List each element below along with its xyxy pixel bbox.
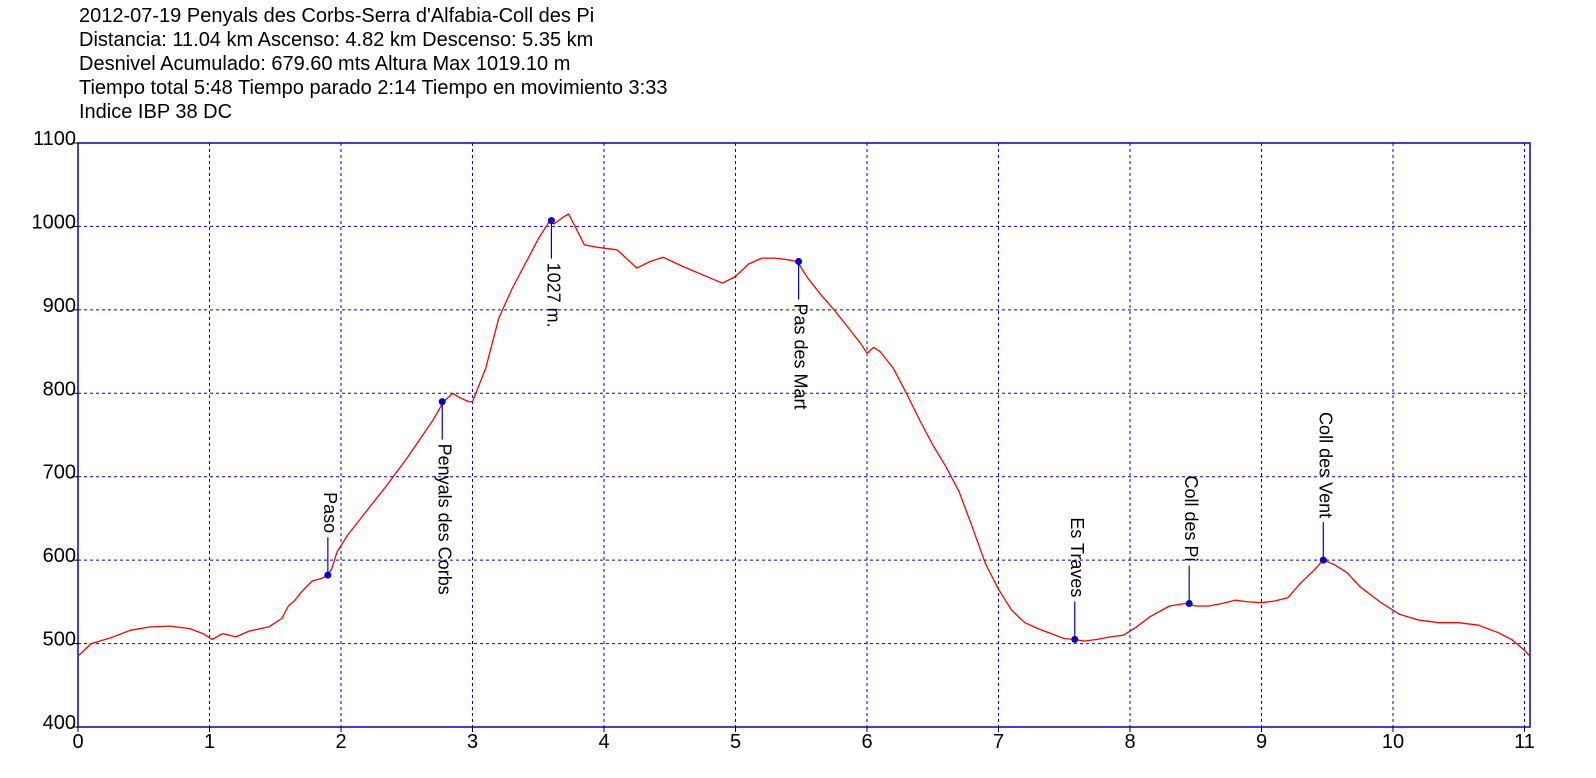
waypoint-label-4: Es Traves xyxy=(1067,517,1087,597)
x-tick-label-5: 5 xyxy=(730,731,741,753)
waypoint-marker-1 xyxy=(438,398,446,406)
x-tick-label-10: 10 xyxy=(1382,731,1404,753)
x-tick-label-9: 9 xyxy=(1256,731,1267,753)
elevation-summary: Desnivel Acumulado: 679.60 mts Altura Ma… xyxy=(79,53,571,75)
waypoint-label-3: Pas des Mart xyxy=(791,303,811,409)
y-tick-label-3: 700 xyxy=(43,462,76,484)
x-tick-label-6: 6 xyxy=(861,731,872,753)
waypoint-marker-3 xyxy=(795,257,803,265)
waypoint-marker-4 xyxy=(1071,635,1079,643)
ibp-index: Indice IBP 38 DC xyxy=(79,101,233,123)
y-tick-label-4: 800 xyxy=(43,378,76,400)
y-tick-label-0: 400 xyxy=(43,712,76,734)
waypoint-label-0: Paso xyxy=(320,492,340,533)
y-tick-label-1: 500 xyxy=(43,629,76,651)
waypoint-marker-6 xyxy=(1319,556,1327,564)
x-tick-label-3: 3 xyxy=(467,731,478,753)
y-tick-label-2: 600 xyxy=(43,545,76,567)
waypoint-label-2: 1027 m. xyxy=(543,263,563,328)
x-tick-label-2: 2 xyxy=(335,731,346,753)
y-tick-label-5: 900 xyxy=(43,295,76,317)
waypoint-marker-0 xyxy=(324,571,332,579)
distance-summary: Distancia: 11.04 km Ascenso: 4.82 km Des… xyxy=(79,29,594,51)
x-tick-label-8: 8 xyxy=(1124,731,1135,753)
x-tick-label-7: 7 xyxy=(993,731,1004,753)
time-summary: Tiempo total 5:48 Tiempo parado 2:14 Tie… xyxy=(79,77,668,99)
x-tick-label-11: 11 xyxy=(1514,731,1535,753)
waypoint-label-6: Coll des Vent xyxy=(1315,412,1335,518)
x-tick-label-4: 4 xyxy=(598,731,609,753)
chart-header: 2012-07-19 Penyals des Corbs-Serra d'Alf… xyxy=(79,4,668,124)
y-tick-label-7: 1100 xyxy=(33,128,76,150)
waypoint-marker-2 xyxy=(547,217,555,225)
x-tick-label-0: 0 xyxy=(72,731,83,753)
elevation-line xyxy=(77,213,1531,657)
waypoint-label-5: Coll des Pi xyxy=(1181,475,1201,561)
plot-frame xyxy=(77,142,1531,728)
y-tick-label-6: 1000 xyxy=(32,211,77,233)
x-tick-label-1: 1 xyxy=(204,731,215,753)
chart-title: 2012-07-19 Penyals des Corbs-Serra d'Alf… xyxy=(79,5,595,27)
waypoint-marker-5 xyxy=(1185,600,1193,608)
waypoint-label-1: Penyals des Corbs xyxy=(434,444,454,595)
